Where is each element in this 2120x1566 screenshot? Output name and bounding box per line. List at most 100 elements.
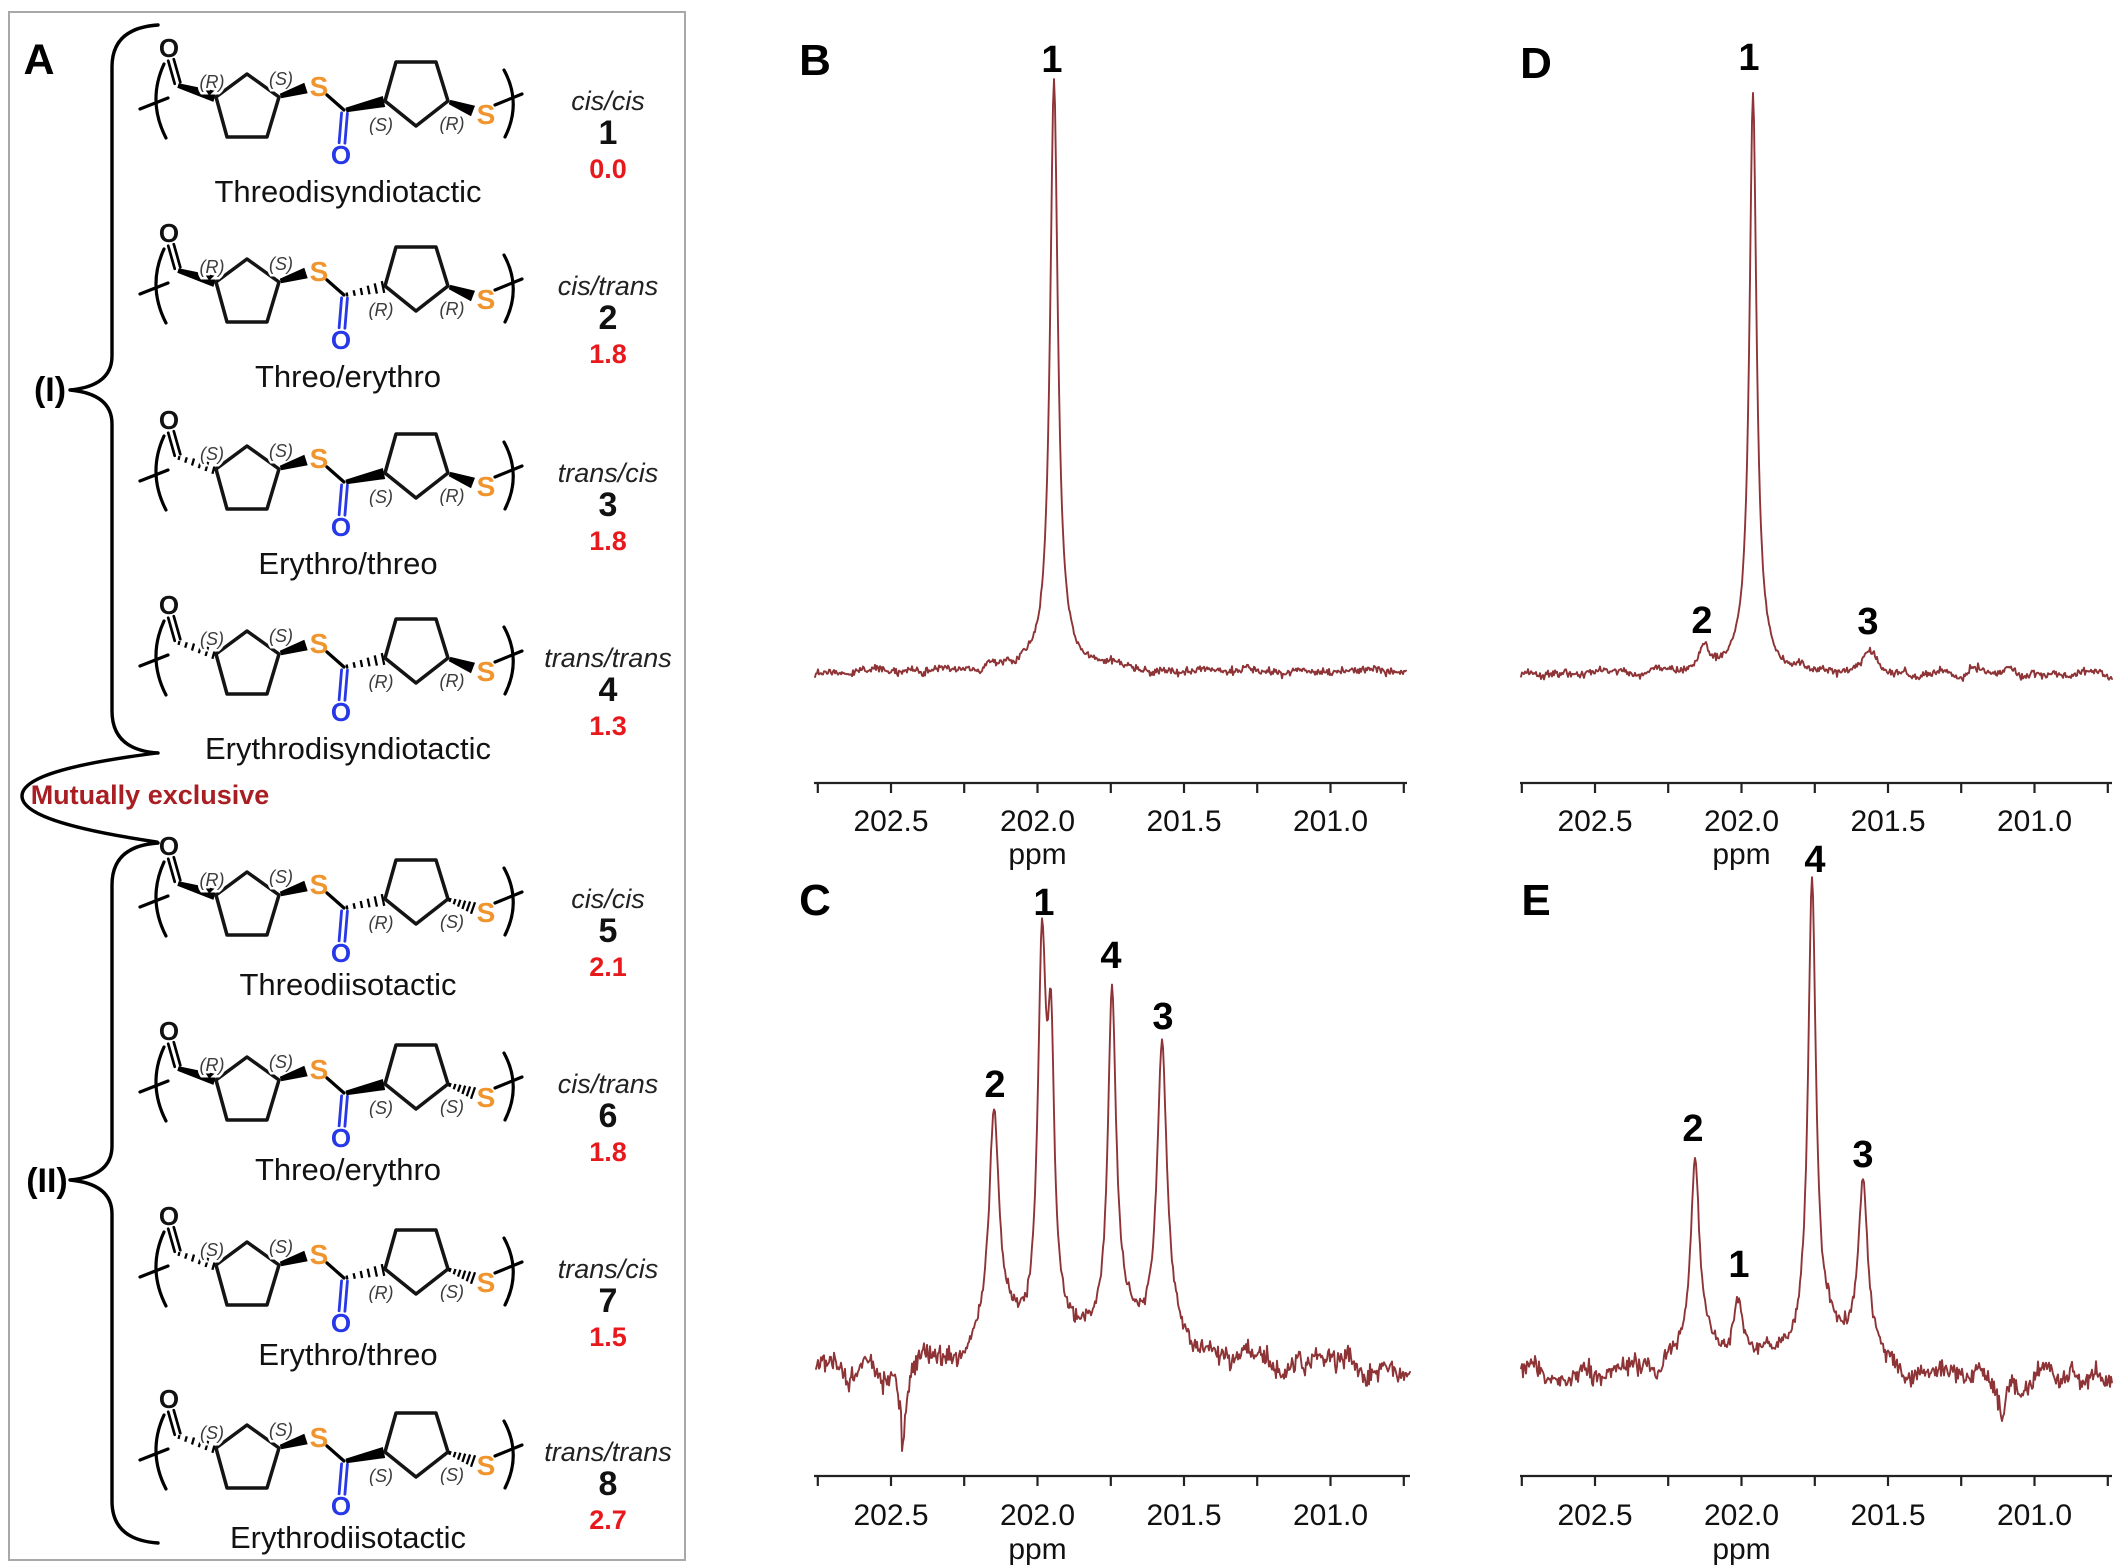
svg-text:4: 4 [1100, 935, 1121, 977]
svg-text:7: 7 [599, 1282, 618, 1320]
svg-text:S: S [477, 1450, 496, 1481]
svg-text:O: O [159, 218, 179, 248]
svg-text:(R): (R) [440, 486, 465, 506]
svg-text:S: S [477, 284, 496, 315]
svg-text:O: O [159, 1384, 179, 1414]
svg-text:(R): (R) [440, 671, 465, 691]
svg-text:(S): (S) [269, 254, 293, 274]
svg-text:O: O [331, 1123, 351, 1153]
svg-text:ppm: ppm [1008, 838, 1066, 871]
svg-text:S: S [310, 1239, 329, 1270]
svg-text:(S): (S) [369, 1466, 393, 1486]
svg-text:(S): (S) [269, 626, 293, 646]
svg-text:1: 1 [1728, 1244, 1749, 1286]
svg-text:S: S [310, 443, 329, 474]
svg-text:3: 3 [1857, 601, 1878, 643]
svg-text:(I): (I) [34, 371, 66, 409]
svg-text:4: 4 [599, 671, 618, 709]
svg-text:S: S [477, 897, 496, 928]
svg-text:O: O [159, 590, 179, 620]
svg-text:(R): (R) [440, 299, 465, 319]
svg-text:1.8: 1.8 [589, 339, 627, 369]
svg-text:O: O [331, 140, 351, 170]
svg-text:201.5: 201.5 [1850, 1499, 1925, 1532]
svg-text:Erythrodisyndiotactic: Erythrodisyndiotactic [205, 731, 491, 766]
svg-text:202.0: 202.0 [1704, 1499, 1779, 1532]
svg-text:(R): (R) [369, 300, 394, 320]
svg-text:O: O [331, 938, 351, 968]
svg-text:(II): (II) [26, 1162, 68, 1200]
svg-text:1: 1 [599, 114, 618, 152]
svg-text:0.0: 0.0 [589, 154, 627, 184]
svg-text:(R): (R) [369, 913, 394, 933]
svg-text:(S): (S) [440, 1097, 464, 1117]
svg-text:cis/trans: cis/trans [558, 271, 659, 301]
svg-text:1: 1 [1041, 39, 1062, 81]
svg-text:4: 4 [1804, 839, 1825, 881]
svg-text:3: 3 [1852, 1134, 1873, 1176]
svg-text:(S): (S) [269, 441, 293, 461]
svg-text:O: O [331, 1308, 351, 1338]
svg-text:(S): (S) [440, 1465, 464, 1485]
svg-text:(R): (R) [369, 672, 394, 692]
svg-text:201.5: 201.5 [1146, 1499, 1221, 1532]
svg-text:2.7: 2.7 [589, 1505, 627, 1535]
svg-text:O: O [159, 1016, 179, 1046]
svg-text:O: O [159, 831, 179, 861]
svg-text:(S): (S) [269, 1237, 293, 1257]
svg-text:E: E [1521, 876, 1550, 925]
svg-text:(S): (S) [200, 1240, 224, 1260]
svg-text:S: S [477, 471, 496, 502]
svg-text:202.0: 202.0 [1000, 1499, 1075, 1532]
svg-text:Erythro/threo: Erythro/threo [258, 1337, 437, 1372]
svg-text:8: 8 [599, 1465, 618, 1503]
svg-text:(S): (S) [200, 1423, 224, 1443]
svg-text:201.5: 201.5 [1146, 805, 1221, 838]
svg-text:Threo/erythro: Threo/erythro [255, 1152, 441, 1187]
svg-text:trans/cis: trans/cis [558, 458, 659, 488]
svg-text:5: 5 [599, 912, 618, 950]
svg-text:(S): (S) [369, 115, 393, 135]
svg-text:202.0: 202.0 [1704, 805, 1779, 838]
svg-text:2: 2 [599, 299, 618, 337]
svg-text:O: O [159, 405, 179, 435]
svg-text:1.8: 1.8 [589, 1137, 627, 1167]
svg-text:trans/trans: trans/trans [544, 643, 672, 673]
svg-text:O: O [331, 325, 351, 355]
svg-text:S: S [477, 656, 496, 687]
svg-text:1: 1 [1738, 37, 1759, 79]
svg-text:O: O [331, 1491, 351, 1521]
svg-text:202.0: 202.0 [1000, 805, 1075, 838]
svg-text:S: S [310, 256, 329, 287]
svg-text:S: S [310, 628, 329, 659]
svg-text:Erythrodiisotactic: Erythrodiisotactic [230, 1520, 466, 1555]
svg-text:A: A [23, 36, 54, 84]
svg-text:Erythro/threo: Erythro/threo [258, 546, 437, 581]
svg-text:cis/cis: cis/cis [571, 884, 645, 914]
svg-text:ppm: ppm [1008, 1533, 1066, 1566]
svg-text:202.5: 202.5 [853, 805, 928, 838]
svg-text:2.1: 2.1 [589, 952, 627, 982]
svg-text:(R): (R) [200, 1055, 225, 1075]
svg-text:202.5: 202.5 [853, 1499, 928, 1532]
svg-text:201.0: 201.0 [1293, 1499, 1368, 1532]
svg-text:(S): (S) [269, 1052, 293, 1072]
svg-text:S: S [310, 71, 329, 102]
svg-text:D: D [1520, 39, 1552, 88]
svg-text:C: C [799, 876, 831, 925]
svg-text:1: 1 [1033, 882, 1054, 924]
svg-text:202.5: 202.5 [1557, 1499, 1632, 1532]
svg-text:2: 2 [1682, 1108, 1703, 1150]
svg-text:(S): (S) [440, 912, 464, 932]
svg-text:(S): (S) [369, 487, 393, 507]
svg-text:6: 6 [599, 1097, 618, 1135]
svg-text:(R): (R) [200, 257, 225, 277]
svg-text:1.8: 1.8 [589, 526, 627, 556]
svg-text:S: S [310, 869, 329, 900]
svg-text:202.5: 202.5 [1557, 805, 1632, 838]
svg-text:(R): (R) [200, 870, 225, 890]
svg-text:ppm: ppm [1712, 838, 1770, 871]
svg-text:(S): (S) [269, 1420, 293, 1440]
svg-text:O: O [159, 1201, 179, 1231]
svg-text:(S): (S) [200, 629, 224, 649]
